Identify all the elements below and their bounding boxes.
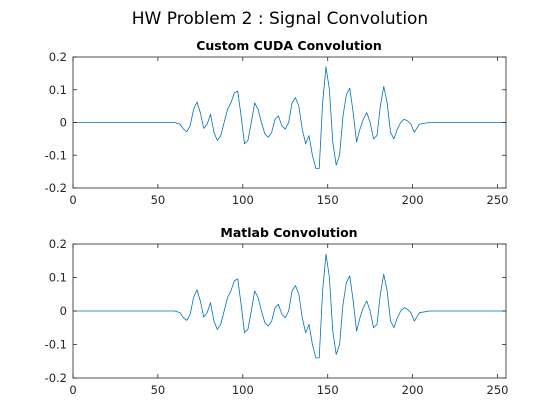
y-tick-label: 0.1 (49, 271, 67, 285)
figure-title: HW Problem 2 : Signal Convolution (132, 9, 428, 29)
series-line (73, 253, 506, 359)
y-tick-label: -0.2 (45, 371, 67, 385)
x-tick-label: 50 (151, 383, 166, 397)
y-tick-label: -0.1 (45, 148, 67, 162)
x-tick-label: 0 (69, 383, 76, 397)
plot-title: Custom CUDA Convolution (196, 38, 382, 53)
x-tick-label: 150 (317, 193, 339, 207)
y-tick-label: 0.2 (49, 50, 67, 64)
y-tick-label: 0.1 (49, 83, 67, 97)
y-tick-label: 0 (60, 304, 67, 318)
x-tick-label: 200 (402, 383, 424, 397)
x-tick-label: 150 (317, 383, 339, 397)
matlab-convolution-plot: Matlab Convolution 0 50 100 150 200 250 -0.2 -0… (45, 225, 509, 397)
series-line (73, 66, 506, 169)
x-tick-label: 100 (232, 383, 254, 397)
y-tick-label: 0.2 (49, 237, 67, 251)
y-tick-label: 0 (60, 116, 67, 130)
x-tick-label: 250 (487, 383, 509, 397)
y-tick-label: -0.2 (45, 181, 67, 195)
plot-title: Matlab Convolution (220, 225, 357, 240)
x-tick-label: 200 (402, 193, 424, 207)
x-tick-label: 50 (151, 193, 166, 207)
y-tick-label: -0.1 (45, 338, 67, 352)
x-tick-label: 0 (69, 193, 76, 207)
x-tick-label: 100 (232, 193, 254, 207)
cuda-convolution-plot: Custom CUDA Convolution 0 50 100 150 200 250 -… (45, 38, 509, 207)
x-tick-label: 250 (487, 193, 509, 207)
